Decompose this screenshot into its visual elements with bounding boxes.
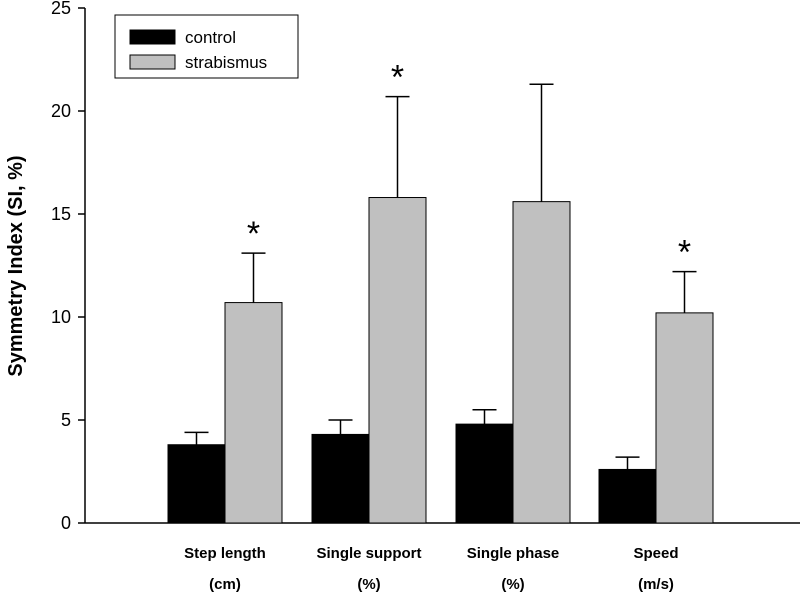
legend-swatch-control — [129, 29, 176, 45]
significance-marker: * — [391, 59, 404, 97]
bar-strabismus — [655, 312, 714, 524]
y-tick-label: 25 — [51, 0, 71, 18]
x-tick-unit: (m/s) — [638, 576, 674, 593]
x-tick-label: Step length — [184, 545, 266, 562]
y-tick-label: 5 — [61, 410, 71, 430]
x-tick-unit: (%) — [501, 576, 524, 593]
bar-control — [167, 444, 226, 524]
y-tick-label: 20 — [51, 101, 71, 121]
bar-strabismus — [368, 197, 427, 524]
y-tick-label: 10 — [51, 307, 71, 327]
y-tick-label: 15 — [51, 204, 71, 224]
bar-control — [598, 468, 657, 524]
significance-marker: * — [247, 215, 260, 253]
bar-control — [311, 433, 370, 524]
x-tick-label: Single support — [317, 545, 422, 562]
legend-label-control: control — [185, 28, 236, 47]
bar-strabismus — [512, 201, 571, 524]
legend-swatch-strabismus — [129, 54, 176, 70]
y-tick-label: 0 — [61, 513, 71, 533]
significance-marker: * — [678, 234, 691, 272]
legend-label-strabismus: strabismus — [185, 53, 267, 72]
x-tick-label: Speed — [633, 545, 678, 562]
bar-strabismus — [224, 302, 283, 524]
legend: control strabismus — [114, 14, 299, 79]
x-tick-unit: (cm) — [209, 576, 241, 593]
x-tick-label: Single phase — [467, 545, 560, 562]
y-axis-label: Symmetry Index (SI, %) — [5, 155, 27, 376]
x-tick-unit: (%) — [357, 576, 380, 593]
bar-control — [455, 423, 514, 524]
